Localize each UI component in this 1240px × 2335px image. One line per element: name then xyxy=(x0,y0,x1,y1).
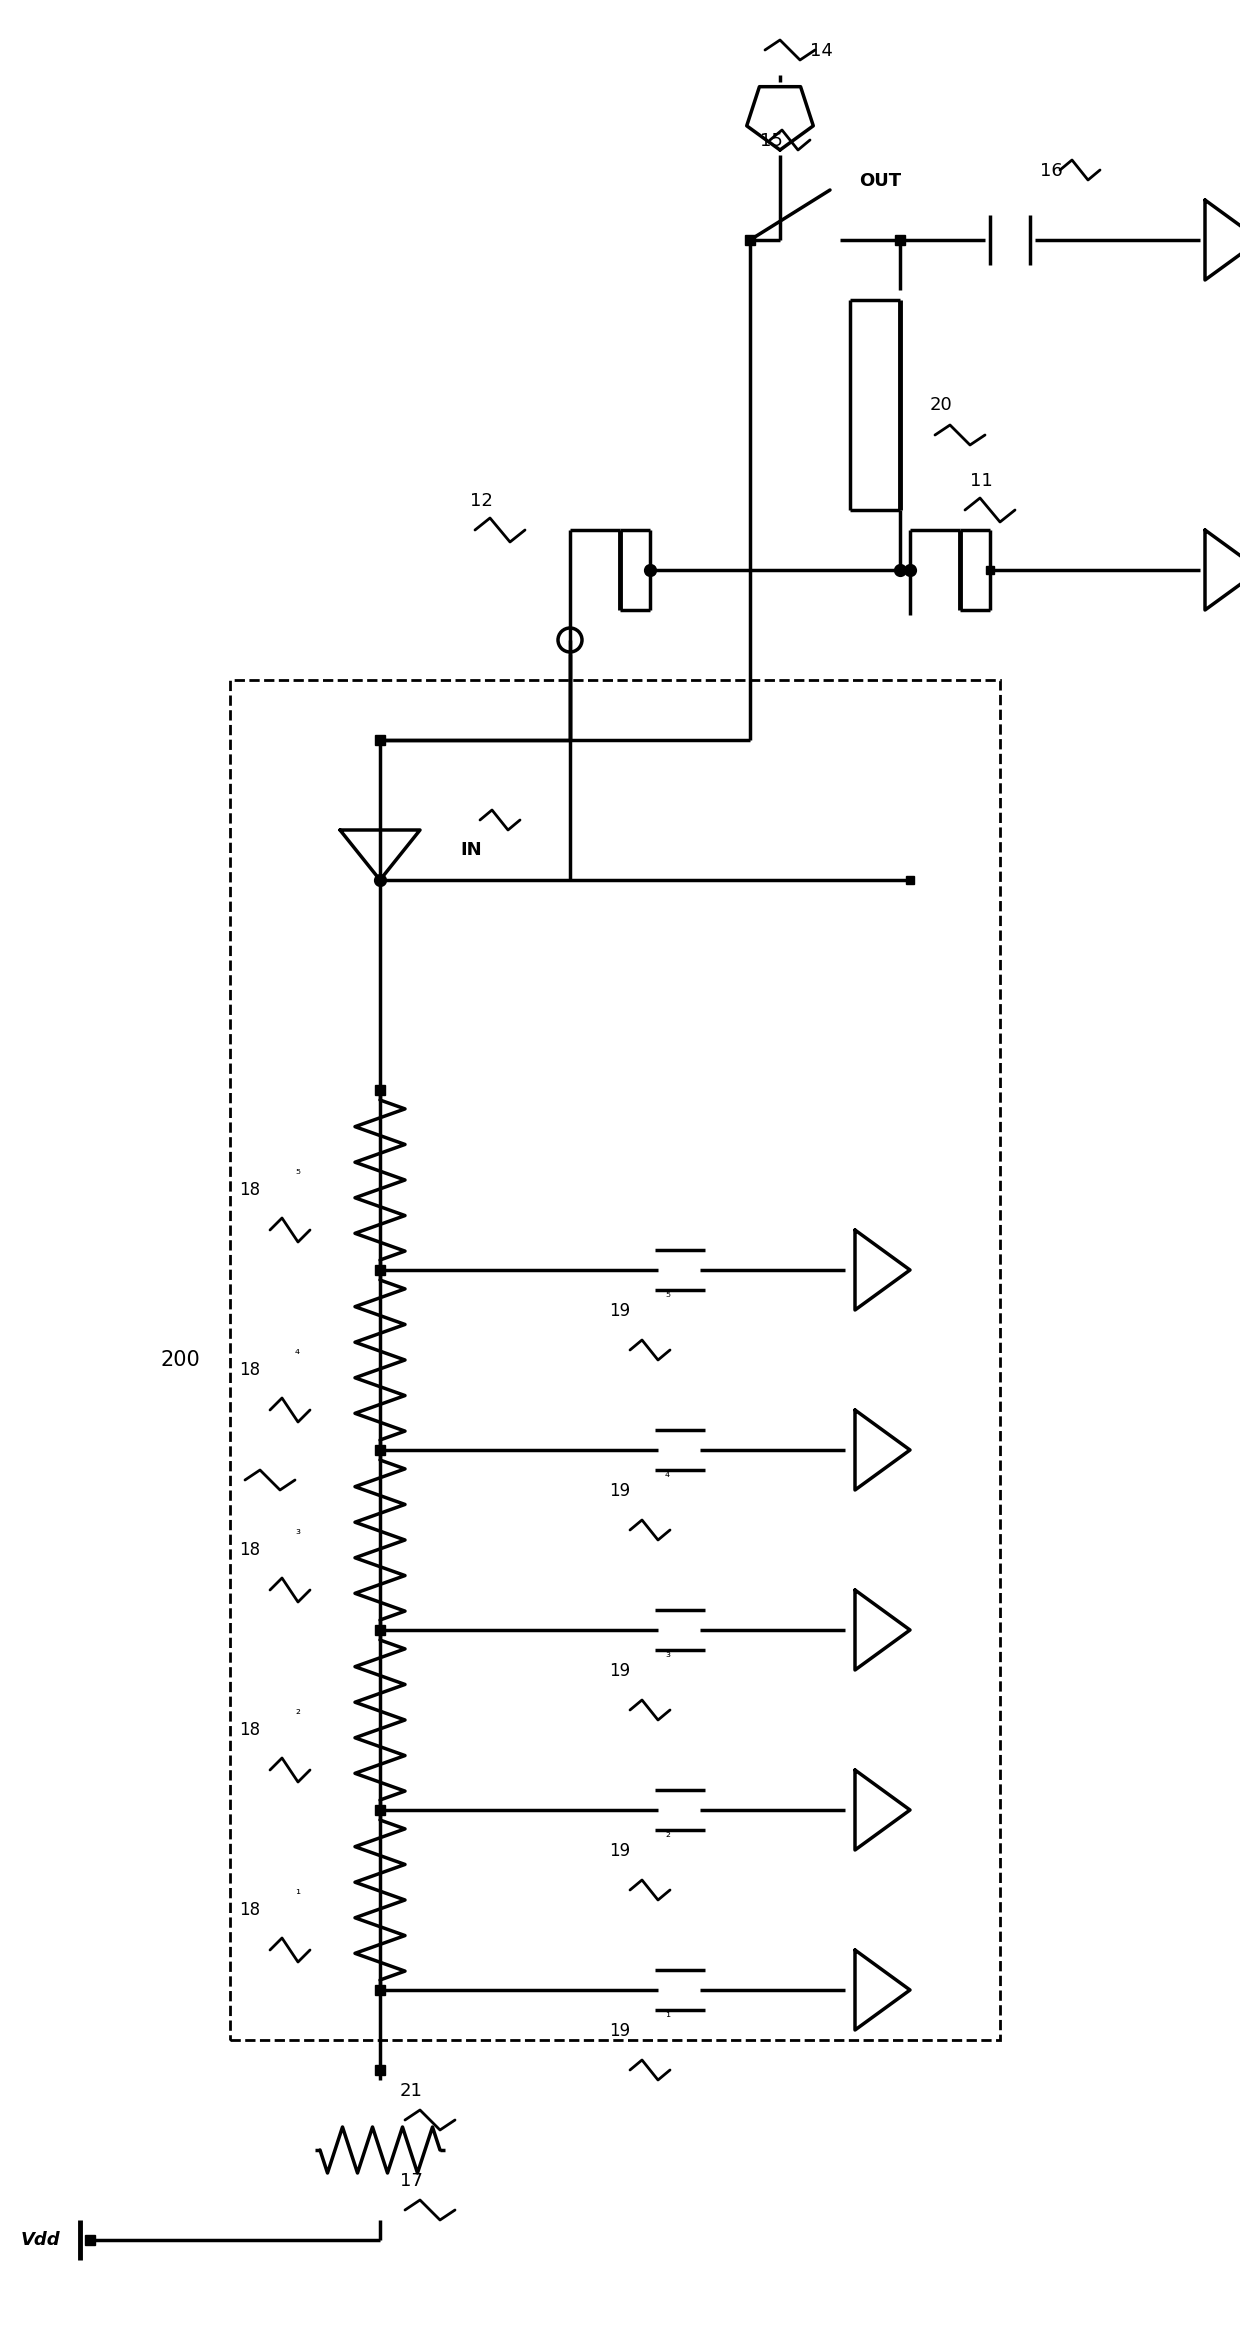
Text: 21: 21 xyxy=(401,2083,423,2099)
Text: ₅: ₅ xyxy=(665,1287,670,1301)
Text: ₄: ₄ xyxy=(665,1466,670,1480)
Text: ₅: ₅ xyxy=(295,1163,300,1177)
Text: Vdd: Vdd xyxy=(20,2230,60,2249)
Text: ₂: ₂ xyxy=(665,1826,670,1840)
Text: 16: 16 xyxy=(1040,161,1063,180)
Text: ₂: ₂ xyxy=(295,1705,300,1716)
Text: ₁: ₁ xyxy=(295,1884,300,1896)
Text: 18: 18 xyxy=(239,1541,260,1560)
Text: 18: 18 xyxy=(239,1721,260,1740)
Text: ₃: ₃ xyxy=(665,1646,670,1660)
Bar xyxy=(229,679,999,2041)
Text: 12: 12 xyxy=(470,493,492,509)
Text: 18: 18 xyxy=(239,1901,260,1919)
Text: 200: 200 xyxy=(160,1350,200,1371)
Text: 19: 19 xyxy=(609,1303,630,1319)
Text: 14: 14 xyxy=(810,42,833,61)
Text: 19: 19 xyxy=(609,1663,630,1679)
Text: OUT: OUT xyxy=(859,173,901,189)
Text: 18: 18 xyxy=(239,1182,260,1198)
Text: 18: 18 xyxy=(239,1361,260,1380)
Text: 17: 17 xyxy=(401,2172,423,2190)
Text: 20: 20 xyxy=(930,397,952,413)
Text: ₃: ₃ xyxy=(295,1522,300,1536)
Text: ₁: ₁ xyxy=(665,2008,670,2020)
Text: 19: 19 xyxy=(609,1842,630,1861)
Text: IN: IN xyxy=(460,841,481,859)
Text: 19: 19 xyxy=(609,1483,630,1499)
Text: 19: 19 xyxy=(609,2022,630,2041)
Text: 15: 15 xyxy=(760,133,782,149)
Text: ₄: ₄ xyxy=(295,1343,300,1357)
Text: 11: 11 xyxy=(970,472,993,490)
